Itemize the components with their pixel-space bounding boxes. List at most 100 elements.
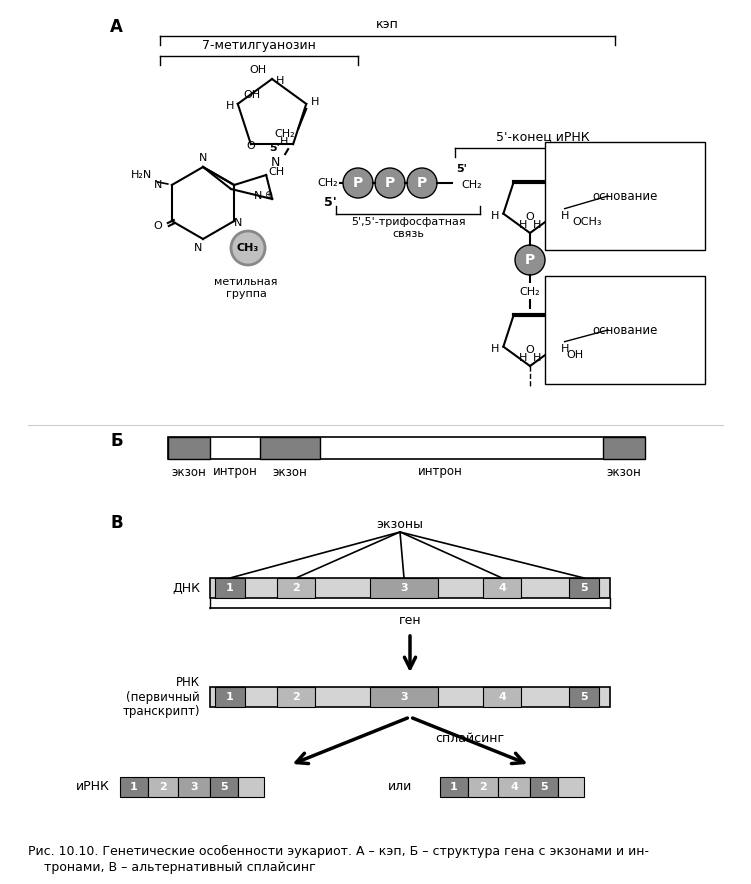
Text: N: N [154, 180, 162, 190]
Text: 3: 3 [400, 583, 408, 593]
Text: P: P [525, 253, 535, 267]
Text: 2: 2 [292, 692, 300, 702]
Text: В: В [110, 514, 122, 532]
Text: 5': 5' [457, 164, 467, 174]
Circle shape [343, 168, 373, 198]
Bar [210, 687, 610, 707]
Text: 5',5'-трифосфатная
связь: 5',5'-трифосфатная связь [351, 217, 466, 239]
Text: метильная
группа: метильная группа [214, 278, 278, 299]
Text: P: P [385, 176, 395, 190]
Text: 1: 1 [450, 782, 458, 792]
Text: ДНК: ДНК [172, 582, 200, 595]
Text: OH: OH [249, 65, 267, 75]
Text: OH: OH [566, 350, 584, 360]
Bar [558, 777, 584, 797]
Text: O: O [526, 345, 535, 355]
Text: кэп: кэп [376, 19, 399, 32]
Text: 5: 5 [540, 782, 547, 792]
Text: O: O [526, 212, 535, 222]
Text: экзоны: экзоны [376, 517, 424, 530]
Text: H: H [519, 220, 527, 230]
Text: интрон: интрон [418, 466, 463, 478]
Circle shape [515, 245, 545, 275]
Bar [440, 777, 468, 797]
Bar [210, 777, 238, 797]
Text: 7-метилгуанозин: 7-метилгуанозин [202, 39, 316, 51]
Text: N: N [254, 191, 262, 201]
Text: тронами, В – альтернативный сплайсинг: тронами, В – альтернативный сплайсинг [28, 861, 315, 874]
Circle shape [231, 231, 265, 265]
Text: 4: 4 [510, 782, 518, 792]
Bar [530, 777, 558, 797]
Bar [215, 687, 245, 707]
Text: 5': 5' [269, 143, 279, 153]
Circle shape [375, 168, 405, 198]
Text: CH: CH [268, 167, 284, 177]
Text: 5: 5 [581, 583, 588, 593]
Text: 2: 2 [479, 782, 487, 792]
Text: интрон: интрон [213, 466, 258, 478]
Text: 5': 5' [324, 196, 336, 210]
Text: OH: OH [243, 90, 261, 100]
Text: H: H [491, 344, 499, 354]
Bar [370, 578, 438, 598]
Text: H: H [225, 101, 234, 110]
Text: CH₂: CH₂ [318, 178, 338, 188]
Bar [215, 578, 245, 598]
Text: H: H [491, 210, 499, 221]
Text: 2: 2 [292, 583, 300, 593]
Text: N: N [270, 156, 280, 169]
Text: или: или [388, 781, 412, 794]
Text: 5: 5 [581, 692, 588, 702]
Bar [569, 578, 599, 598]
Text: H: H [532, 353, 541, 363]
Text: O: O [246, 141, 255, 151]
Text: 1: 1 [130, 782, 138, 792]
Text: А: А [110, 18, 123, 36]
Bar [260, 437, 320, 459]
Text: основание: основание [593, 324, 658, 337]
Text: 3: 3 [190, 782, 198, 792]
Bar [210, 578, 610, 598]
Text: 4: 4 [498, 583, 506, 593]
Text: CH₂: CH₂ [274, 129, 294, 139]
Bar [148, 777, 178, 797]
Text: P: P [417, 176, 427, 190]
Text: ⊕: ⊕ [264, 190, 273, 200]
Text: 5'-конец иРНК: 5'-конец иРНК [496, 131, 590, 143]
Bar [498, 777, 530, 797]
Bar [168, 437, 210, 459]
Text: экзон: экзон [273, 466, 307, 478]
Text: OCH₃: OCH₃ [572, 217, 602, 226]
Text: CH₂: CH₂ [520, 287, 540, 297]
Bar [569, 687, 599, 707]
Text: H₂N: H₂N [131, 170, 152, 180]
Text: H: H [519, 353, 527, 363]
Text: 3: 3 [400, 692, 408, 702]
Bar [238, 777, 264, 797]
Text: P: P [353, 176, 363, 190]
Text: H: H [280, 137, 288, 147]
Bar [120, 777, 148, 797]
Circle shape [407, 168, 437, 198]
Bar [483, 578, 521, 598]
Text: N: N [234, 218, 243, 228]
Text: 1: 1 [226, 583, 234, 593]
Bar [468, 777, 498, 797]
Text: экзон: экзон [172, 466, 207, 478]
Bar [370, 687, 438, 707]
Text: 2: 2 [159, 782, 167, 792]
Text: H: H [560, 210, 569, 221]
Bar [168, 437, 645, 459]
Text: ген: ген [399, 614, 421, 628]
Bar [277, 687, 315, 707]
Bar [178, 777, 210, 797]
Text: основание: основание [593, 189, 658, 202]
Text: O: O [153, 221, 162, 231]
Text: Б: Б [110, 432, 122, 450]
Bar [603, 437, 645, 459]
Text: CH₃: CH₃ [237, 243, 259, 253]
Text: H: H [532, 220, 541, 230]
Text: H: H [276, 76, 284, 86]
Text: Рис. 10.10. Генетические особенности эукариот. А – кэп, Б – структура гена с экз: Рис. 10.10. Генетические особенности эук… [28, 845, 649, 858]
